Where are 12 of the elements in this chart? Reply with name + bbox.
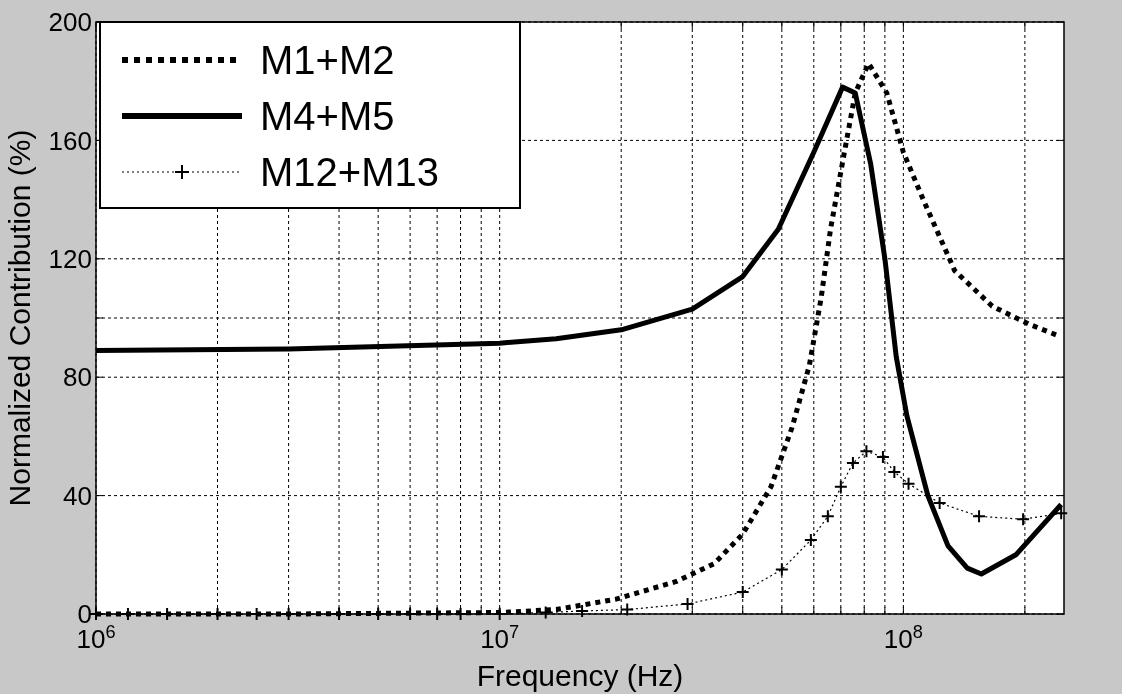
y-axis-title: Normalized Contribution (%) xyxy=(3,129,36,507)
x-tick-label: 10$^{8}$ xyxy=(883,622,923,654)
legend-label: M4+M5 xyxy=(260,94,395,138)
y-tick-label: 80 xyxy=(63,362,92,393)
y-tick-label: 160 xyxy=(48,125,92,156)
x-tick-label: 10$^{7}$ xyxy=(480,622,520,654)
x-axis-title: Frequency (Hz) xyxy=(476,659,684,692)
legend-label: M1+M2 xyxy=(260,38,395,82)
y-tick-label: 200 xyxy=(48,7,92,38)
y-tick-label: 120 xyxy=(48,243,92,274)
y-tick-label: 40 xyxy=(63,480,92,511)
legend-label: M12+M13 xyxy=(260,150,439,194)
